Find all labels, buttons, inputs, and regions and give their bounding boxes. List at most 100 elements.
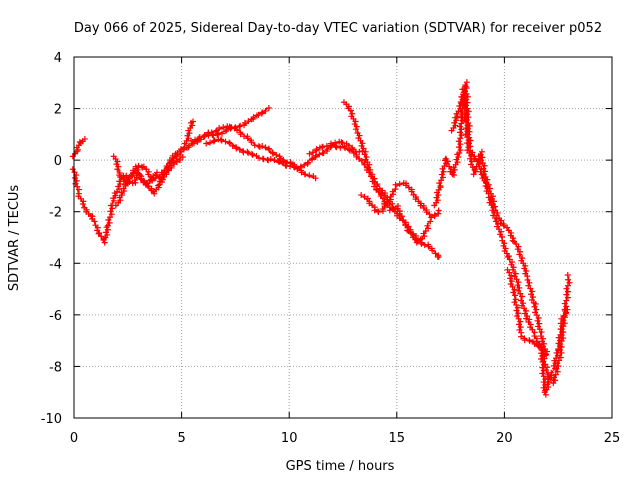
data-point-marker (543, 351, 550, 358)
data-point-marker (517, 324, 524, 331)
data-point-marker (552, 377, 559, 384)
data-point-marker (462, 82, 469, 89)
data-point-marker (152, 175, 159, 182)
data-point-marker (509, 266, 516, 273)
data-point-marker (229, 142, 236, 149)
data-point-marker (227, 125, 234, 132)
data-point-marker (465, 125, 472, 132)
data-point-marker (250, 114, 257, 121)
data-point-marker (248, 139, 255, 146)
data-point-marker (500, 222, 507, 229)
data-point-marker (533, 306, 540, 313)
data-point-marker (222, 138, 229, 145)
data-point-marker (96, 229, 103, 236)
data-point-marker (178, 146, 184, 153)
data-point-marker (404, 227, 411, 234)
data-point-marker (155, 182, 162, 189)
data-point-marker (463, 90, 470, 97)
data-point-marker (511, 286, 518, 293)
data-point-marker (414, 237, 421, 244)
data-point-marker (478, 148, 485, 155)
data-point-marker (428, 214, 435, 221)
data-point-marker (516, 251, 523, 258)
y-tick-label: -10 (41, 412, 62, 427)
data-point-marker (248, 150, 255, 157)
data-point-marker (118, 189, 125, 196)
data-point-marker (91, 218, 98, 225)
data-point-marker (345, 146, 352, 153)
data-point-marker (297, 163, 304, 170)
y-tick-label: 0 (54, 154, 62, 169)
data-point-marker (237, 131, 244, 138)
data-point-marker (359, 148, 366, 155)
data-point-marker (523, 315, 530, 322)
data-point-marker (294, 166, 301, 173)
data-point-marker (313, 146, 320, 153)
data-point-marker (215, 131, 222, 138)
data-point-marker (73, 177, 80, 184)
series-track-M (504, 266, 571, 398)
x-tick-label: 20 (496, 431, 513, 446)
data-point-marker (237, 122, 244, 129)
data-point-marker (210, 132, 217, 139)
data-point-marker (418, 240, 425, 247)
y-tick-label: 2 (54, 103, 62, 118)
data-point-marker (275, 158, 282, 165)
data-point-marker (536, 320, 543, 327)
data-point-marker (462, 102, 469, 109)
data-point-marker (233, 145, 240, 152)
data-point-marker (226, 139, 233, 146)
data-point-marker (210, 138, 217, 145)
data-point-marker (463, 96, 470, 103)
data-point-marker (312, 175, 319, 182)
data-point-marker (319, 143, 326, 150)
data-point-marker (271, 156, 278, 163)
data-point-marker (218, 137, 225, 144)
data-point-marker (485, 181, 492, 188)
data-point-marker (544, 376, 551, 383)
data-point-marker (383, 199, 390, 206)
y-tick-label: -4 (49, 257, 62, 272)
x-axis-label: GPS time / hours (286, 459, 395, 474)
data-point-marker (309, 155, 316, 162)
data-point-marker (316, 151, 323, 158)
data-series (69, 79, 573, 398)
data-point-marker (464, 105, 471, 112)
data-point-marker (519, 293, 526, 300)
data-point-marker (526, 337, 533, 344)
data-point-marker (259, 109, 266, 116)
data-point-marker (375, 209, 382, 216)
data-point-marker (241, 119, 248, 126)
data-point-marker (427, 218, 434, 225)
data-point-marker (302, 171, 309, 178)
y-tick-label: -2 (49, 206, 62, 221)
data-point-marker (276, 159, 283, 166)
data-point-marker (163, 163, 170, 170)
data-point-marker (398, 213, 405, 220)
data-point-marker (109, 205, 116, 212)
data-point-marker (465, 119, 472, 126)
data-point-marker (462, 87, 469, 94)
x-tick-label: 10 (281, 431, 298, 446)
data-point-marker (174, 150, 181, 157)
data-point-marker (262, 144, 269, 151)
data-point-marker (129, 173, 136, 180)
data-point-marker (529, 288, 536, 295)
data-point-marker (203, 140, 210, 147)
data-point-marker (564, 306, 571, 313)
data-point-marker (136, 172, 143, 179)
data-point-marker (464, 131, 471, 138)
data-point-marker (265, 104, 272, 111)
data-point-marker (440, 168, 447, 175)
data-point-marker (535, 315, 542, 322)
data-point-marker (120, 178, 127, 185)
data-point-marker (135, 162, 142, 169)
data-point-marker (132, 163, 139, 170)
data-point-marker (380, 195, 387, 202)
data-point-marker (396, 180, 403, 187)
data-point-marker (517, 318, 524, 325)
data-point-marker (408, 188, 415, 195)
y-tick-label: -8 (49, 360, 62, 375)
data-point-marker (361, 193, 368, 200)
